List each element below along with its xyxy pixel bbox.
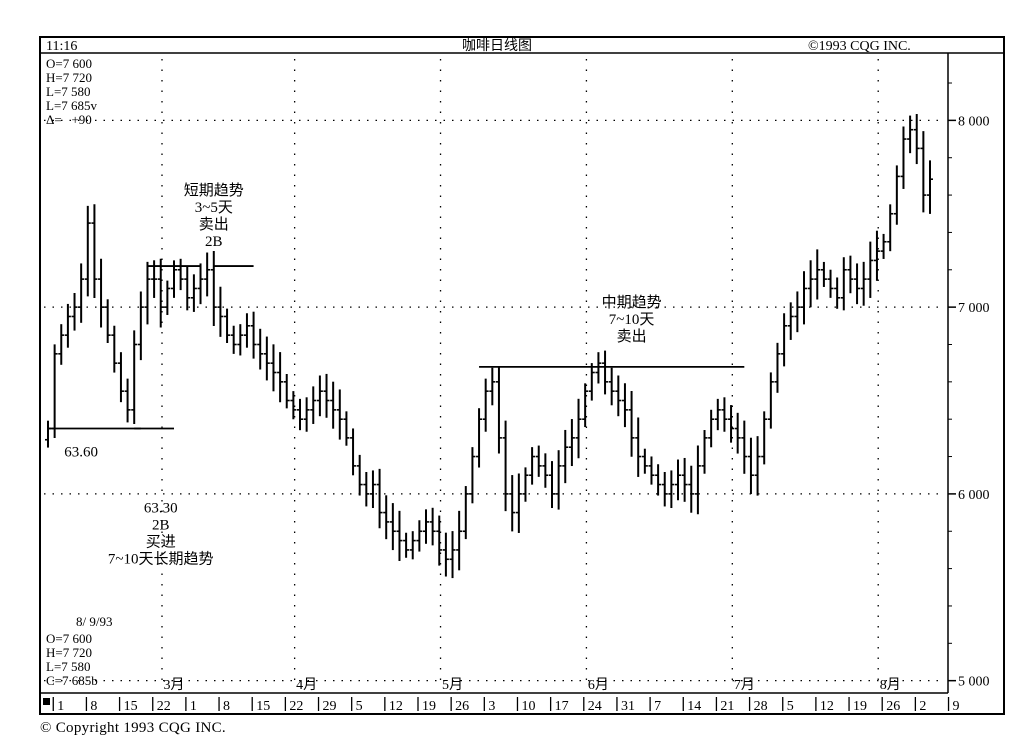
y-tick-label: 5 000	[958, 675, 990, 690]
date-label: 2	[919, 699, 926, 714]
month-label: 4月	[296, 677, 317, 693]
date-label: 5	[787, 699, 794, 714]
month-label: 6月	[588, 677, 609, 693]
month-axis: 3月 4月 5月 6月 7月 8月	[164, 677, 901, 693]
chart-frame	[39, 36, 1005, 715]
date-label: 8	[223, 699, 230, 714]
date-label: 7	[654, 699, 661, 714]
top-stat-high: H=7 720	[46, 70, 92, 85]
date-label: 9	[953, 699, 960, 714]
annotation-text: 3~5天	[195, 200, 233, 216]
date-label: 31	[621, 699, 635, 714]
bottom-stat-date: 8/ 9/93	[76, 614, 112, 629]
date-label: 15	[256, 699, 270, 714]
month-label: 5月	[442, 677, 463, 693]
date-label: 28	[754, 699, 768, 714]
date-label: 15	[124, 699, 138, 714]
annotations: 短期趋势3~5天卖出2B63.6063.302B买进7~10天长期趋势中期趋势7…	[64, 182, 661, 568]
date-label: 21	[720, 699, 734, 714]
header-copyright: ©1993 CQG INC.	[808, 39, 911, 54]
annotation-text: 卖出	[199, 216, 229, 233]
y-tick-label: 6 000	[958, 488, 990, 503]
date-label: 1	[57, 699, 64, 714]
top-stat-change: Δ= +90	[46, 112, 92, 127]
date-strip-marker	[43, 698, 50, 705]
date-label: 22	[157, 699, 171, 714]
date-label: 29	[323, 699, 337, 714]
grid	[44, 59, 945, 688]
date-label: 14	[687, 699, 701, 714]
date-label: 24	[588, 699, 602, 714]
month-label: 8月	[880, 677, 901, 693]
top-stat-low: L=7 580	[46, 84, 91, 99]
annotation-text: 买进	[146, 534, 176, 551]
footer-copyright: © Copyright 1993 CQG INC.	[40, 720, 226, 736]
date-label: 19	[853, 699, 867, 714]
date-label: 12	[389, 699, 403, 714]
top-stat-last: L=7 685v	[46, 98, 98, 113]
date-strip: 1 8 15 22 1 8 15 22 29 5 12 19 26 3 10 17 24 31 7 14 21 28 5 12…	[52, 697, 960, 714]
date-label: 10	[521, 699, 535, 714]
annotation-text: 2B	[152, 518, 170, 534]
month-label: 3月	[164, 677, 185, 693]
price-bars	[45, 114, 933, 579]
annotation-text: 短期趋势	[184, 182, 244, 199]
date-label: 26	[886, 699, 900, 714]
date-label: 26	[455, 699, 469, 714]
date-label: 17	[555, 699, 569, 714]
header-title: 咖啡日线图	[462, 38, 532, 54]
date-label: 12	[820, 699, 834, 714]
bottom-stat-low: L=7 580	[46, 659, 91, 674]
annotation-text: 63.30	[144, 501, 178, 517]
annotation-text: 2B	[205, 234, 223, 250]
reference-lines	[48, 265, 745, 430]
date-label: 5	[356, 699, 363, 714]
bottom-stat-high: H=7 720	[46, 645, 92, 660]
top-stat-open: O=7 600	[46, 56, 92, 71]
annotation-text: 卖出	[617, 328, 647, 345]
date-label: 1	[190, 699, 197, 714]
date-label: 22	[289, 699, 303, 714]
annotation-text: 7~10天长期趋势	[108, 551, 214, 568]
date-label: 8	[90, 699, 97, 714]
y-tick-label: 8 000	[958, 114, 990, 129]
bottom-stats: 8/ 9/93 O=7 600 H=7 720 L=7 580 C=7 685b	[46, 614, 112, 688]
annotation-text: 63.60	[64, 445, 98, 461]
bottom-stat-open: O=7 600	[46, 631, 92, 646]
price-axis: 5 000 6 000 7 000 8 000	[948, 82, 990, 690]
date-label: 3	[488, 699, 495, 714]
header-time: 11:16	[46, 39, 77, 54]
y-tick-label: 7 000	[958, 301, 990, 316]
date-label: 19	[422, 699, 436, 714]
top-stats: O=7 600 H=7 720 L=7 580 L=7 685v Δ= +90	[46, 56, 98, 127]
bottom-stat-close: C=7 685b	[46, 673, 98, 688]
annotation-text: 中期趋势	[602, 294, 662, 311]
month-label: 7月	[734, 677, 755, 693]
annotation-text: 7~10天	[609, 312, 655, 328]
